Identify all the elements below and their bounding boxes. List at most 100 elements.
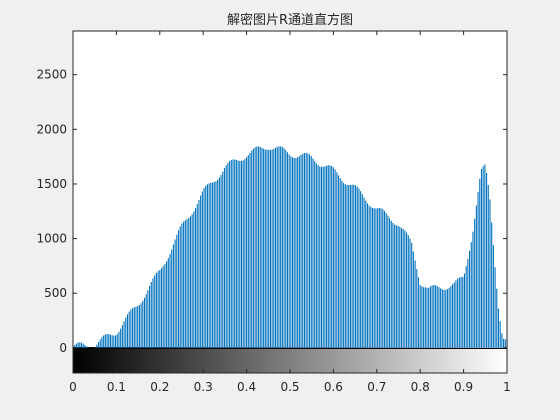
histogram-bar bbox=[402, 229, 404, 348]
histogram-bar bbox=[252, 148, 254, 348]
histogram-bar bbox=[120, 328, 122, 348]
histogram-bar bbox=[179, 226, 181, 348]
y-tick-label: 2000 bbox=[36, 122, 67, 136]
histogram-bar bbox=[417, 277, 420, 348]
histogram-bar bbox=[377, 208, 379, 348]
histogram-bar bbox=[383, 210, 386, 348]
histogram-bar bbox=[150, 281, 152, 348]
histogram-bar bbox=[309, 154, 311, 348]
histogram-bar bbox=[266, 149, 268, 348]
histogram-bar bbox=[234, 159, 236, 348]
histogram-bar bbox=[412, 251, 414, 348]
histogram-bar bbox=[285, 150, 287, 348]
histogram-bar bbox=[307, 153, 309, 348]
histogram-bar bbox=[273, 148, 275, 348]
histogram-bar bbox=[239, 160, 241, 348]
histogram-bar bbox=[203, 188, 205, 348]
histogram-bar bbox=[116, 334, 118, 348]
x-tick-label: 0.8 bbox=[411, 380, 430, 394]
histogram-bar bbox=[472, 231, 474, 348]
histogram-bar bbox=[354, 185, 357, 348]
histogram-bar bbox=[358, 188, 360, 348]
histogram-bar bbox=[256, 146, 258, 348]
histogram-bar bbox=[484, 164, 486, 348]
plot-area bbox=[73, 31, 507, 373]
histogram-bar bbox=[186, 219, 188, 348]
histogram-bar bbox=[353, 184, 355, 348]
histogram-bar bbox=[292, 157, 294, 348]
histogram-bar bbox=[101, 337, 103, 348]
x-axis-ticks: 0 0.1 0.2 0.3 0.4 0.5 0.6 0.7 0.8 0.9 1 bbox=[69, 31, 511, 394]
histogram-bar bbox=[503, 338, 505, 348]
histogram-bar bbox=[457, 278, 459, 348]
histogram-bar bbox=[97, 342, 100, 348]
histogram-bar bbox=[470, 242, 472, 348]
histogram-bar bbox=[94, 347, 96, 348]
histogram-bar bbox=[458, 277, 460, 348]
histogram-bar bbox=[453, 282, 455, 348]
histogram-bar bbox=[80, 342, 83, 348]
histogram-bar bbox=[217, 179, 219, 348]
histogram-bar bbox=[115, 335, 117, 348]
histogram-bar bbox=[280, 146, 282, 348]
histogram-bar bbox=[106, 334, 108, 348]
histogram-bar bbox=[445, 289, 447, 348]
histogram-bar bbox=[193, 211, 195, 348]
histogram-bar bbox=[220, 174, 222, 348]
histogram-bar bbox=[411, 242, 413, 348]
histogram-bar bbox=[152, 278, 154, 348]
chart-title: 解密图片R通道直方图 bbox=[227, 12, 353, 28]
histogram-bar bbox=[84, 344, 86, 348]
histogram-bar bbox=[419, 285, 421, 348]
histogram-bar bbox=[108, 334, 110, 348]
histogram-bar bbox=[399, 226, 401, 348]
histogram-bar bbox=[434, 285, 437, 348]
histogram-bar bbox=[222, 171, 224, 348]
histogram-bar bbox=[213, 182, 215, 348]
histogram-bar bbox=[438, 287, 440, 348]
histogram-bar bbox=[99, 339, 101, 348]
histogram-bar bbox=[480, 169, 483, 348]
histogram-bar bbox=[423, 287, 425, 348]
histogram-bar bbox=[389, 218, 391, 348]
histogram-bar bbox=[154, 275, 156, 348]
histogram-bar bbox=[314, 161, 316, 348]
histogram-bar bbox=[467, 258, 469, 348]
histogram-bar bbox=[429, 286, 431, 348]
histogram-bar bbox=[349, 184, 351, 348]
x-tick-label: 0.4 bbox=[237, 380, 256, 394]
histogram-bar bbox=[181, 223, 183, 348]
histogram-bar bbox=[183, 221, 185, 348]
histogram-bar bbox=[465, 266, 467, 348]
histogram-bar bbox=[443, 289, 445, 348]
histogram-bar bbox=[259, 147, 261, 348]
histogram-bar bbox=[130, 309, 132, 348]
histogram-bar bbox=[366, 203, 368, 348]
histogram-bar bbox=[268, 149, 270, 348]
histogram-bar bbox=[118, 331, 120, 348]
histogram-bar bbox=[229, 161, 231, 348]
histogram-bar bbox=[149, 286, 151, 348]
histogram-bar bbox=[164, 264, 166, 348]
histogram-bar bbox=[320, 166, 323, 348]
histogram-bar bbox=[200, 195, 202, 348]
histogram-bar bbox=[475, 205, 477, 348]
histogram-bar bbox=[462, 277, 464, 348]
histogram-bar bbox=[210, 182, 212, 348]
histogram-bar bbox=[451, 284, 454, 348]
histogram-bar bbox=[145, 294, 147, 348]
histogram-bar bbox=[348, 185, 350, 348]
histogram-bar bbox=[339, 178, 341, 348]
y-axis-ticks: 0 500 1000 1500 2000 2500 bbox=[36, 68, 507, 355]
histogram-bar bbox=[212, 182, 214, 348]
histogram-bar bbox=[441, 289, 443, 348]
histogram-bar bbox=[479, 178, 481, 348]
x-tick-label: 0.5 bbox=[280, 380, 299, 394]
histogram-bar bbox=[240, 160, 243, 348]
histogram-bar bbox=[380, 208, 382, 348]
histogram-bar bbox=[123, 321, 125, 348]
histogram-bar bbox=[184, 220, 186, 348]
histogram-bar bbox=[288, 154, 290, 348]
x-tick-label: 0.9 bbox=[454, 380, 473, 394]
